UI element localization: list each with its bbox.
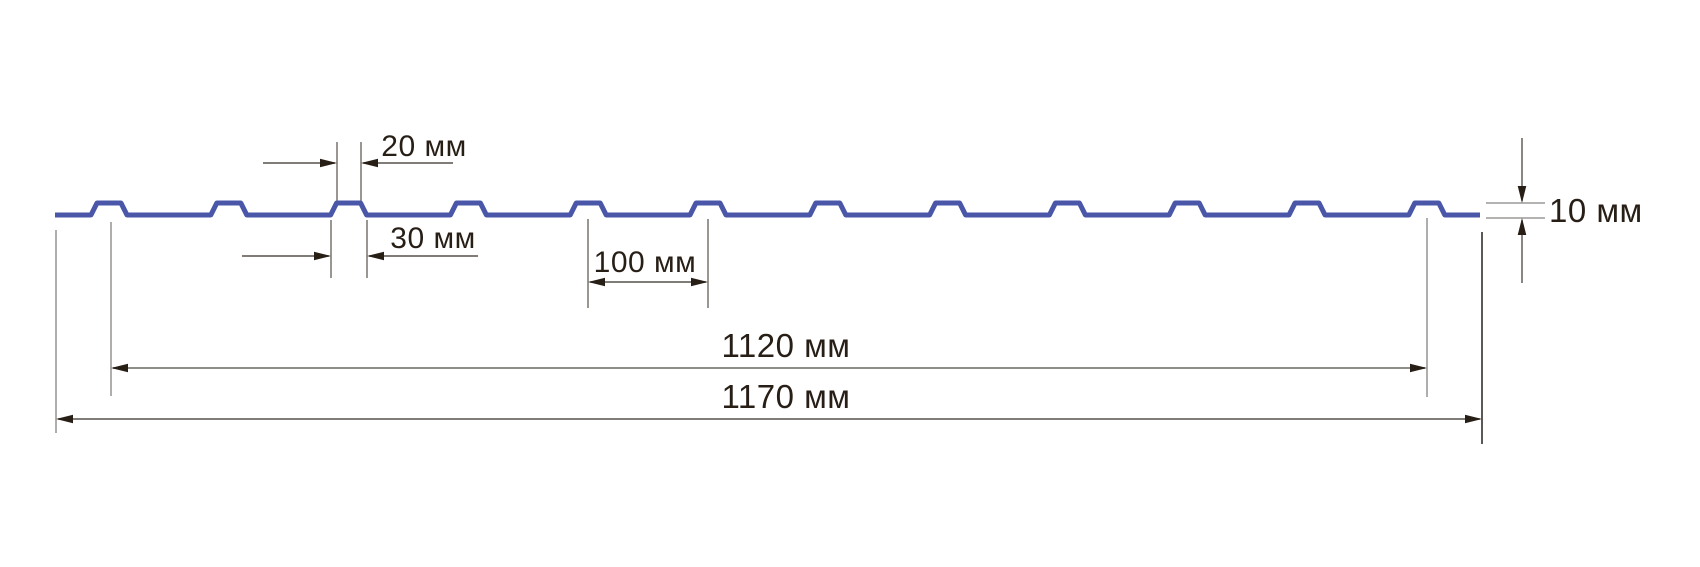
arrowhead-right-icon (1465, 414, 1482, 424)
arrowhead-right-icon (1410, 363, 1427, 373)
arrowhead-down-icon (1517, 186, 1527, 203)
dimension-overall-width: 1170 мм (55, 230, 1483, 444)
dimension-rib-base-width: 30 мм (242, 220, 478, 278)
arrowhead-left-icon (56, 414, 73, 424)
arrowhead-left-icon (111, 363, 128, 373)
dimension-label-100mm: 100 мм (594, 246, 697, 279)
dimension-label-10mm: 10 мм (1549, 192, 1643, 229)
arrowhead-left-icon (361, 158, 378, 168)
dimension-profile-height: 10 мм (1486, 138, 1643, 283)
dimension-label-20mm: 20 мм (381, 130, 466, 163)
arrowhead-left-icon (588, 277, 605, 287)
arrowhead-left-icon (367, 251, 384, 261)
dimension-label-1120mm: 1120 мм (721, 327, 850, 364)
dimension-label-1170mm: 1170 мм (721, 378, 850, 415)
arrowhead-right-icon (314, 251, 331, 261)
sheet-profile-outline (55, 200, 1480, 218)
arrowhead-right-icon (320, 158, 337, 168)
dimension-working-width: 1120 мм (110, 218, 1428, 397)
arrowhead-right-icon (691, 277, 708, 287)
dimension-rib-top-width: 20 мм (263, 130, 466, 201)
dimension-rib-spacing: 100 мм (587, 219, 709, 308)
dimension-label-30mm: 30 мм (390, 222, 475, 255)
arrowhead-up-icon (1517, 218, 1527, 235)
